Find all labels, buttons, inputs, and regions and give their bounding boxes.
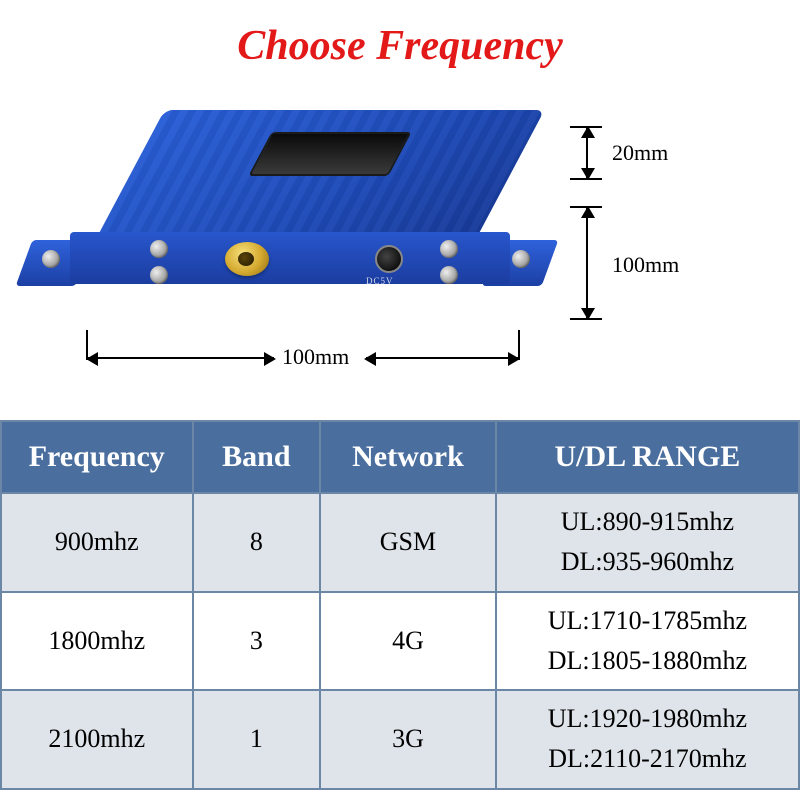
th-frequency: Frequency [1,421,193,493]
cell-band: 3 [193,592,321,691]
frequency-table: Frequency Band Network U/DL RANGE 900mhz… [0,420,800,790]
cell-range: UL:890-915mhzDL:935-960mhz [496,493,799,592]
dc-jack-icon [375,245,403,273]
cell-frequency: 900mhz [1,493,193,592]
dim-tick [570,318,602,320]
sma-connector-icon [225,242,269,276]
table-row: 900mhz8GSMUL:890-915mhzDL:935-960mhz [1,493,799,592]
cell-network: GSM [320,493,496,592]
screw-icon [150,266,168,284]
cell-range: UL:1920-1980mhzDL:2110-2170mhz [496,690,799,789]
dim-height-label: 20mm [612,140,668,166]
cell-frequency: 1800mhz [1,592,193,691]
th-band: Band [193,421,321,493]
screw-icon [440,240,458,258]
dim-tick [518,330,520,360]
cell-network: 4G [320,592,496,691]
cell-range: UL:1710-1785mhzDL:1805-1880mhz [496,592,799,691]
screw-icon [42,250,60,268]
table-row: 1800mhz34GUL:1710-1785mhzDL:1805-1880mhz [1,592,799,691]
th-network: Network [320,421,496,493]
dc-label: DC5V [366,276,394,286]
cell-frequency: 2100mhz [1,690,193,789]
lcd-screen [248,132,411,176]
dim-tick [570,178,602,180]
screw-icon [440,266,458,284]
dim-depth-label: 100mm [612,252,679,278]
dim-line-width-left [88,357,274,359]
table-body: 900mhz8GSMUL:890-915mhzDL:935-960mhz1800… [1,493,799,789]
table-row: 2100mhz13GUL:1920-1980mhzDL:2110-2170mhz [1,690,799,789]
dim-line-height [586,128,588,178]
cell-network: 3G [320,690,496,789]
table-header-row: Frequency Band Network U/DL RANGE [1,421,799,493]
dim-line-width-right [366,357,518,359]
th-range: U/DL RANGE [496,421,799,493]
page-title: Choose Frequency [0,0,800,80]
dim-line-depth [586,208,588,318]
product-diagram: DC5V 20mm 100mm 100mm [0,80,800,420]
cell-band: 8 [193,493,321,592]
screw-icon [150,240,168,258]
device-illustration: DC5V [110,110,530,340]
screw-icon [512,250,530,268]
cell-band: 1 [193,690,321,789]
dim-width-label: 100mm [282,344,349,370]
